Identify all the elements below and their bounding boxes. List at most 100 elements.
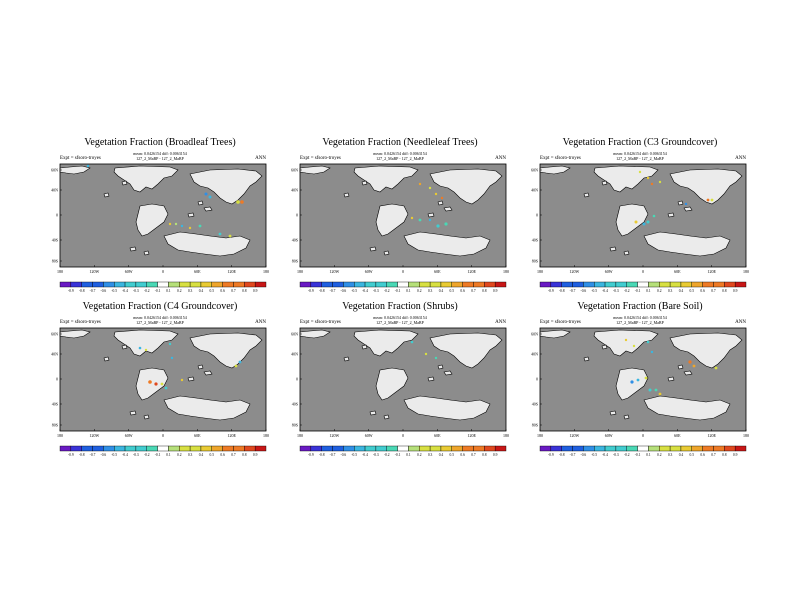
anomaly-point — [204, 192, 208, 196]
anomaly-point — [240, 200, 244, 204]
colorbar-tick-label: -0.1 — [395, 453, 401, 457]
colorbar-swatch — [724, 445, 736, 452]
latitude-tick-label: 0 — [536, 377, 538, 382]
colorbar-tick-label: -0.7 — [570, 289, 576, 293]
longitude-tick-label: 120W — [329, 269, 339, 274]
colorbar-tick-label: -0.6 — [581, 289, 587, 293]
colorbar-tick-label: -0.4 — [362, 453, 368, 457]
colorbar-tick-label: 0.1 — [166, 289, 171, 293]
colorbar-tick-label: 0.1 — [646, 453, 651, 457]
latitude-tick-label: 40N — [531, 188, 538, 193]
colorbar-swatch — [189, 445, 202, 452]
panel-stats: mean: 0.0426154 diff: 0.0063154 — [133, 315, 187, 320]
colorbar-swatch — [440, 281, 452, 288]
anomaly-point — [658, 392, 662, 396]
colorbar-swatch — [539, 281, 552, 288]
landmass — [197, 200, 204, 206]
colorbar-tick-label: 0.8 — [482, 453, 487, 457]
colorbar-tick-label: 0.8 — [722, 289, 727, 293]
colorbar-tick-label: 0.6 — [460, 453, 465, 457]
anomaly-point — [436, 224, 440, 228]
colorbar-tick-label: -0.2 — [624, 453, 630, 457]
panel-season-label: ANN — [255, 320, 266, 325]
anomaly-point — [692, 364, 696, 368]
map-panel: Vegetation Fraction (C3 Groundcover) mean… — [520, 137, 760, 312]
colorbar-tick-label: -0.7 — [330, 289, 336, 293]
landmass — [683, 206, 693, 212]
longitude-tick-label: 60W — [365, 433, 373, 438]
latitude-tick-label: 0 — [536, 213, 538, 218]
landmass — [609, 246, 617, 252]
colorbar-tick-label: 0.6 — [220, 289, 225, 293]
colorbar-tick-label: 0.9 — [493, 453, 498, 457]
colorbar-tick-label: 0.7 — [231, 289, 236, 293]
colorbar-tick-label: 0.2 — [417, 289, 422, 293]
colorbar-tick-label: 0.8 — [482, 289, 487, 293]
latitude-tick-label: 60N — [531, 332, 538, 337]
longitude-tick-label: 120E — [227, 433, 236, 438]
latitude-tick-label: 80S — [52, 423, 58, 428]
anomaly-point — [148, 380, 152, 384]
colorbar-swatch — [604, 445, 617, 452]
longitude-tick-label: 120W — [569, 433, 579, 438]
longitude-tick-label: 0 — [642, 433, 644, 438]
panel-stats: mean: 0.0426154 diff: 0.0063154 — [613, 151, 667, 156]
anomaly-point — [198, 224, 202, 228]
latitude-tick-label: 40N — [51, 188, 58, 193]
longitude-tick-label: 180 — [503, 269, 509, 274]
landmass — [143, 250, 150, 256]
landmass — [443, 370, 453, 376]
colorbar-swatch — [157, 445, 169, 452]
panel-expt-label: Expt = sfsoro-troyes — [540, 320, 581, 325]
landmass — [353, 165, 419, 193]
colorbar-swatch — [462, 445, 474, 452]
anomaly-point — [634, 220, 638, 224]
longitude-tick-label: 60W — [605, 433, 613, 438]
longitude-tick-label: 120W — [569, 269, 579, 274]
landmass — [369, 410, 377, 416]
latitude-tick-label: 40S — [292, 238, 298, 243]
colorbar-tick-label: 0.4 — [679, 453, 684, 457]
colorbar-swatch — [354, 445, 366, 452]
colorbar-swatch — [168, 281, 180, 288]
colorbar-swatch — [124, 445, 137, 452]
colorbar-swatch — [103, 445, 115, 452]
latitude-tick-label: 40N — [291, 188, 298, 193]
colorbar-swatch — [233, 281, 245, 288]
landmass — [403, 231, 491, 257]
colorbar-swatch — [626, 281, 638, 288]
landmass — [343, 192, 350, 198]
colorbar-swatch — [211, 445, 223, 452]
colorbar-tick-label: 0.7 — [231, 453, 236, 457]
longitude-tick-label: 180 — [297, 433, 303, 438]
colorbar-swatch — [233, 445, 245, 452]
landmass — [163, 231, 251, 257]
longitude-tick-label: 60E — [194, 433, 201, 438]
colorbar-tick-label: -0.6 — [581, 453, 587, 457]
longitude-tick-label: 60E — [434, 269, 441, 274]
landmass — [437, 364, 444, 370]
landmass — [59, 329, 91, 339]
colorbar-swatch — [81, 445, 93, 452]
anomaly-point — [138, 346, 142, 350]
longitude-tick-label: 180 — [503, 433, 509, 438]
latitude-tick-label: 40S — [52, 402, 58, 407]
colorbar-tick-label: -0.3 — [133, 289, 139, 293]
anomaly-point — [410, 340, 414, 344]
colorbar-swatch — [397, 281, 409, 288]
longitude-tick-label: 0 — [402, 269, 404, 274]
colorbar-swatch — [561, 445, 573, 452]
colorbar-swatch — [168, 445, 180, 452]
landmass — [353, 329, 419, 357]
colorbar-swatch — [484, 445, 496, 452]
colorbar-tick-label: 0.1 — [406, 289, 411, 293]
panel-title: Vegetation Fraction (Broadleaf Trees) — [84, 137, 236, 148]
landmass — [375, 203, 409, 237]
landmass — [383, 250, 390, 256]
panel-title: Vegetation Fraction (C4 Groundcover) — [82, 301, 238, 312]
landmass — [403, 395, 491, 421]
panel-expt-label: Expt = sfsoro-troyes — [300, 156, 341, 161]
